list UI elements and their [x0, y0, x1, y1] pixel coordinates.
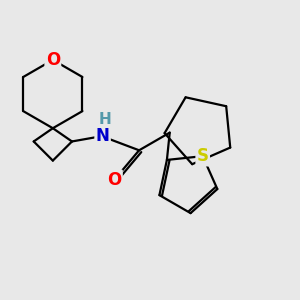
Text: O: O: [46, 51, 60, 69]
Text: S: S: [197, 147, 209, 165]
Text: N: N: [96, 127, 110, 145]
Text: H: H: [99, 112, 111, 127]
Text: O: O: [107, 171, 122, 189]
